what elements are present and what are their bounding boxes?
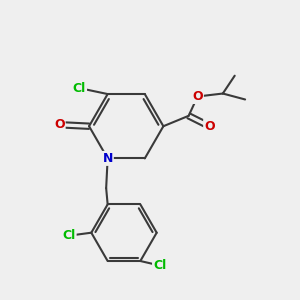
Text: Cl: Cl xyxy=(73,82,86,94)
Text: O: O xyxy=(192,90,203,103)
Text: O: O xyxy=(54,118,65,131)
Text: Cl: Cl xyxy=(153,259,166,272)
Text: N: N xyxy=(103,152,113,165)
Text: Cl: Cl xyxy=(62,229,76,242)
Text: O: O xyxy=(204,120,215,133)
